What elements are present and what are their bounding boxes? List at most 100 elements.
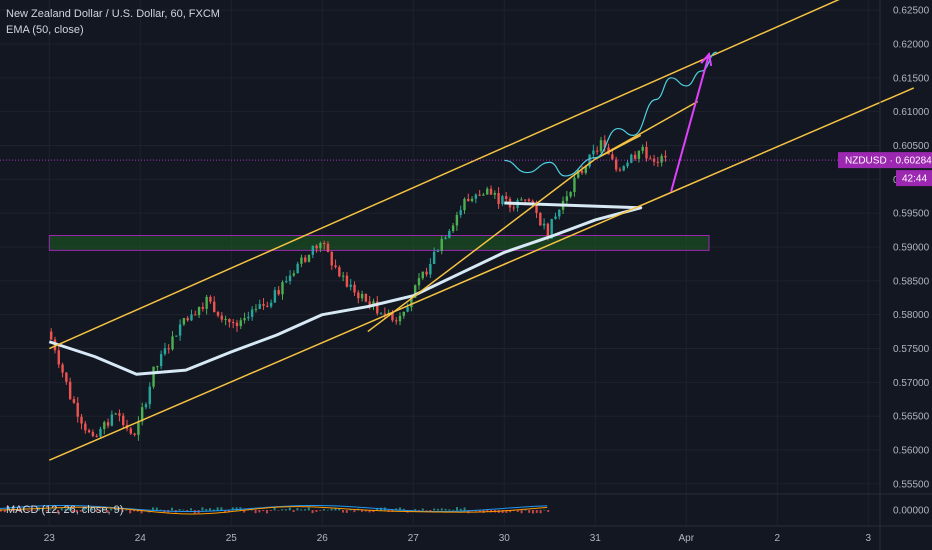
time-tick-label[interactable]: 24: [135, 533, 147, 544]
candle-body: [425, 271, 428, 275]
macd-histogram-bar: [102, 508, 105, 511]
channel-lower-line[interactable]: [48, 87, 915, 461]
drawings[interactable]: [0, 0, 915, 461]
time-axis[interactable]: 23 24 25 26 27 30 31 Apr 2 3: [44, 533, 872, 544]
symbol-title[interactable]: New Zealand Dollar / U.S. Dollar, 60, FX…: [6, 8, 220, 20]
projection-arrow[interactable]: [670, 53, 711, 192]
macd-histogram-bar: [110, 508, 113, 511]
time-tick-label[interactable]: 31: [590, 533, 602, 544]
candle-body: [163, 348, 167, 355]
macd-histogram-bar: [95, 510, 97, 512]
candle-body: [660, 155, 663, 163]
price-badge-box: [838, 152, 932, 169]
macd-histogram-bar: [292, 510, 295, 513]
candle-body: [527, 199, 531, 201]
time-tick-label[interactable]: Apr: [679, 533, 695, 544]
macd-histogram-bar: [304, 509, 306, 511]
time-tick-label[interactable]: 26: [317, 533, 329, 544]
candle-body: [455, 215, 459, 226]
macd-histogram-bar: [98, 510, 101, 512]
macd-histogram-bar: [505, 510, 508, 513]
candle-body: [144, 404, 148, 408]
candle-body: [360, 293, 364, 299]
time-tick-label[interactable]: 27: [408, 533, 420, 544]
candle-body: [413, 285, 417, 298]
macd-histogram-bar: [68, 507, 71, 511]
macd-histogram-bar: [319, 510, 322, 511]
macd-histogram-bar: [353, 510, 356, 513]
macd-histogram-bar: [516, 510, 519, 512]
candle-body: [558, 209, 561, 217]
candle-body: [57, 350, 60, 365]
time-tick-label[interactable]: 3: [866, 533, 872, 544]
price-tick-label[interactable]: 0.56000: [893, 446, 930, 457]
macd-histogram-bar: [440, 508, 443, 511]
macd-histogram-bar: [361, 510, 363, 512]
candle-body: [243, 318, 246, 321]
projection-arrowhead[interactable]: [700, 51, 713, 67]
demand-zone-rect[interactable]: [48, 234, 710, 251]
ema-legend[interactable]: EMA (50, close): [6, 24, 84, 36]
demand-zone[interactable]: [48, 234, 710, 251]
candle-body: [288, 275, 292, 282]
price-tick-label[interactable]: 0.61500: [893, 73, 930, 84]
time-tick-label[interactable]: 30: [499, 533, 511, 544]
candle-body: [190, 314, 193, 321]
macd-histogram-bar: [311, 510, 314, 514]
candle-body: [84, 423, 87, 431]
chart-legend[interactable]: New Zealand Dollar / U.S. Dollar, 60, FX…: [6, 6, 220, 38]
price-tick-label[interactable]: 0.55500: [893, 479, 930, 490]
candle-body: [486, 188, 489, 195]
candle-body: [482, 194, 485, 196]
macd-histogram-bar: [342, 510, 344, 513]
price-tick-label[interactable]: 0.57000: [893, 378, 930, 389]
macd-histogram-bar: [437, 508, 439, 511]
candle-body: [429, 264, 432, 275]
macd-histogram-bar: [171, 507, 173, 511]
candle-body: [239, 320, 242, 327]
price-tick-label[interactable]: 0.58000: [893, 310, 930, 321]
price-tick-label[interactable]: 0.62500: [893, 6, 930, 17]
macd-histogram-bar: [258, 510, 261, 513]
macd-tick-label[interactable]: 0.00000: [893, 506, 930, 517]
price-tick-label[interactable]: 0.62000: [893, 39, 930, 50]
price-tick-label[interactable]: 0.59000: [893, 243, 930, 254]
macd-histogram-bar: [117, 509, 120, 511]
candle-body: [588, 154, 591, 167]
macd-histogram-bar: [125, 509, 128, 511]
price-tick-label[interactable]: 0.57500: [893, 344, 930, 355]
macd-histogram-bar: [486, 510, 489, 512]
price-tick-label[interactable]: 0.60500: [893, 141, 930, 152]
price-tick-label[interactable]: 0.61000: [893, 107, 930, 118]
candle-body: [76, 402, 79, 417]
macd-legend[interactable]: MACD (12, 26, close, 9): [6, 504, 124, 516]
candle-body: [72, 399, 76, 403]
macd-histogram-bar: [201, 507, 204, 511]
price-axis[interactable]: 0.625000.620000.615000.610000.605000.600…: [893, 6, 930, 517]
candle-body: [497, 192, 500, 205]
time-tick-label[interactable]: 25: [226, 533, 238, 544]
triangle-upper-line[interactable]: [594, 134, 642, 160]
price-tick-label[interactable]: 0.59500: [893, 209, 930, 220]
candle-body: [664, 155, 667, 158]
candle-body: [156, 366, 159, 368]
price-tick-label[interactable]: 0.56500: [893, 412, 930, 423]
macd-histogram-bar: [209, 508, 211, 511]
rising-support-line[interactable]: [367, 158, 596, 333]
price-tick-label[interactable]: 0.58500: [893, 276, 930, 287]
macd-histogram-bar: [140, 510, 143, 514]
candlesticks[interactable]: [49, 135, 667, 441]
time-tick-label[interactable]: 23: [44, 533, 56, 544]
macd-histogram-bar: [224, 510, 227, 513]
candle-body: [65, 372, 68, 382]
macd-histogram-bar: [250, 509, 253, 511]
candle-body: [311, 245, 315, 255]
macd-histogram-bar: [178, 509, 181, 511]
candle-body: [630, 154, 633, 163]
projected-path[interactable]: [504, 51, 717, 177]
candle-body: [103, 422, 106, 429]
time-tick-label[interactable]: 2: [775, 533, 781, 544]
candle-body: [417, 278, 421, 286]
